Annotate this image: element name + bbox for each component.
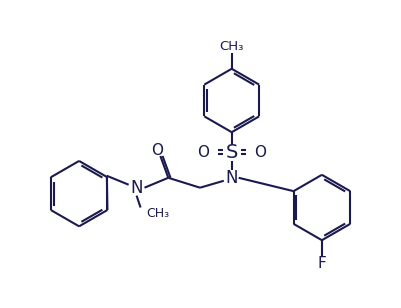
Text: O: O	[254, 144, 266, 160]
Text: O: O	[151, 143, 163, 157]
Text: S: S	[225, 143, 237, 161]
Text: N: N	[225, 169, 237, 187]
Text: N: N	[130, 179, 142, 197]
Text: O: O	[196, 144, 209, 160]
Text: CH₃: CH₃	[146, 207, 169, 220]
Text: F: F	[317, 256, 326, 270]
Text: CH₃: CH₃	[219, 40, 243, 54]
